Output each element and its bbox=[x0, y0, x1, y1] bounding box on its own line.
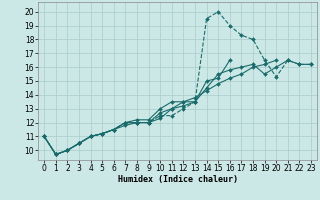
X-axis label: Humidex (Indice chaleur): Humidex (Indice chaleur) bbox=[118, 175, 238, 184]
